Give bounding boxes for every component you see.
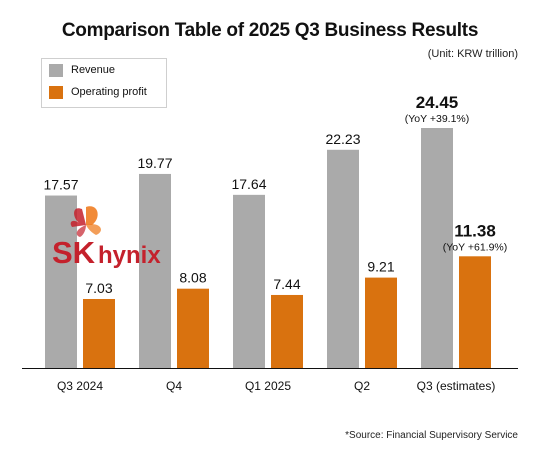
value-label-operating-profit-3: 9.21 xyxy=(367,259,394,275)
value-label-operating-profit-1: 8.08 xyxy=(179,270,206,286)
bar-revenue-4 xyxy=(421,128,453,368)
value-label-operating-profit-0: 7.03 xyxy=(85,280,112,296)
annotation-operating-profit-4: (YoY +61.9%) xyxy=(443,241,508,253)
legend-label-revenue: Revenue xyxy=(71,64,116,76)
legend-item-operating-profit: Operating profit xyxy=(42,81,166,103)
source-note: *Source: Financial Supervisory Service xyxy=(345,430,518,441)
value-label-operating-profit-4: 11.38 xyxy=(454,221,496,240)
sk-hynix-logo: SK hynix xyxy=(52,206,161,270)
bar-revenue-1 xyxy=(139,173,171,368)
category-label-0: Q3 2024 xyxy=(57,379,103,393)
legend-swatch-revenue xyxy=(49,63,63,77)
bar-revenue-2 xyxy=(233,194,265,368)
category-label-3: Q2 xyxy=(354,379,370,393)
bar-operating-profit-0 xyxy=(83,298,115,368)
category-label-4: Q3 (estimates) xyxy=(417,379,496,393)
legend-item-revenue: Revenue xyxy=(42,59,166,81)
value-label-revenue-0: 17.57 xyxy=(43,177,78,193)
logo-hynix-text: hynix xyxy=(98,242,161,269)
logo-sk-text: SK xyxy=(52,235,96,270)
value-label-revenue-3: 22.23 xyxy=(325,131,360,147)
annotation-revenue-4: (YoY +39.1%) xyxy=(405,113,470,125)
category-label-2: Q1 2025 xyxy=(245,379,291,393)
bar-revenue-3 xyxy=(327,149,359,368)
bar-operating-profit-1 xyxy=(177,288,209,368)
chart-title: Comparison Table of 2025 Q3 Business Res… xyxy=(61,20,479,41)
value-label-operating-profit-2: 7.44 xyxy=(273,276,300,292)
butterfly-icon xyxy=(70,206,101,237)
legend-label-operating-profit: Operating profit xyxy=(71,86,147,98)
value-label-revenue-4: 24.45 xyxy=(416,93,459,112)
bar-operating-profit-4 xyxy=(459,256,491,368)
value-label-revenue-2: 17.64 xyxy=(231,176,266,192)
value-label-revenue-1: 19.77 xyxy=(137,155,172,171)
category-label-1: Q4 xyxy=(166,379,182,393)
bar-operating-profit-2 xyxy=(271,294,303,368)
legend: Revenue Operating profit xyxy=(41,58,167,108)
unit-label: (Unit: KRW trillion) xyxy=(427,48,518,60)
bar-operating-profit-3 xyxy=(365,277,397,368)
legend-swatch-operating-profit xyxy=(49,85,63,99)
